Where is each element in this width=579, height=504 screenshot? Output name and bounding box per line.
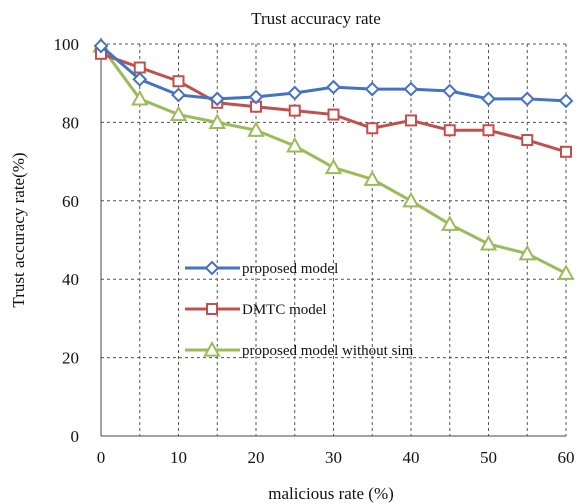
chart-title: Trust accuracy rate bbox=[251, 9, 381, 28]
legend-item: proposed model bbox=[185, 260, 338, 277]
data-point-square bbox=[560, 145, 572, 158]
data-point-square bbox=[482, 124, 495, 137]
x-tick-label: 60 bbox=[558, 448, 575, 467]
data-point-diamond bbox=[209, 91, 225, 107]
y-tick-label: 0 bbox=[71, 427, 80, 446]
data-point-diamond bbox=[442, 83, 458, 99]
series-lines bbox=[92, 36, 575, 280]
data-point-diamond bbox=[481, 91, 496, 107]
data-point-triangle bbox=[518, 244, 536, 261]
data-point-square bbox=[443, 124, 456, 137]
data-point-square bbox=[327, 108, 340, 121]
data-point-triangle bbox=[131, 89, 149, 106]
data-point-triangle bbox=[557, 264, 575, 280]
legend-label: proposed model bbox=[242, 261, 338, 277]
legend: proposed model DMTC model proposed model w… bbox=[185, 260, 414, 359]
legend-item: DMTC model bbox=[185, 302, 327, 318]
x-tick-label: 0 bbox=[97, 448, 106, 467]
data-point-triangle bbox=[208, 113, 226, 129]
legend-label: DMTC model bbox=[242, 302, 327, 318]
x-axis-title: malicious rate (%) bbox=[268, 484, 394, 503]
x-tick-label: 30 bbox=[325, 448, 342, 467]
data-point-diamond bbox=[248, 89, 264, 105]
y-tick-label: 100 bbox=[54, 35, 80, 54]
series-dmtc-model bbox=[95, 47, 572, 158]
data-point-diamond bbox=[93, 38, 109, 54]
x-tick-label: 10 bbox=[170, 448, 187, 467]
data-point-triangle bbox=[169, 105, 188, 122]
y-tick-label: 80 bbox=[62, 113, 79, 132]
series-proposed-model bbox=[93, 38, 574, 109]
data-point-diamond bbox=[364, 81, 380, 97]
data-point-triangle bbox=[286, 136, 304, 153]
data-point-diamond bbox=[326, 79, 341, 95]
y-tick-label: 20 bbox=[62, 349, 79, 368]
legend-item: proposed model without sim bbox=[185, 340, 414, 359]
axes bbox=[100, 44, 566, 437]
data-point-square bbox=[288, 104, 301, 117]
data-point-diamond bbox=[287, 85, 303, 101]
data-point-triangle bbox=[441, 215, 459, 231]
data-point-square bbox=[206, 303, 218, 315]
data-point-triangle bbox=[324, 158, 343, 175]
data-point-square bbox=[133, 61, 146, 74]
data-point-triangle bbox=[402, 191, 420, 208]
data-point-triangle bbox=[479, 234, 498, 251]
x-tick-label: 40 bbox=[403, 448, 420, 467]
data-point-diamond bbox=[204, 260, 220, 276]
x-tick-label: 20 bbox=[248, 448, 265, 467]
data-point-triangle bbox=[203, 340, 221, 357]
data-point-triangle bbox=[363, 170, 381, 186]
data-point-square bbox=[172, 75, 185, 88]
data-point-diamond bbox=[558, 93, 574, 109]
data-point-square bbox=[366, 122, 379, 135]
data-point-square bbox=[521, 134, 534, 147]
series-proposed-model-without-sim bbox=[92, 36, 575, 280]
grid-lines bbox=[101, 43, 567, 436]
data-point-diamond bbox=[132, 71, 148, 87]
data-point-diamond bbox=[171, 87, 186, 103]
legend-label: proposed model without sim bbox=[242, 343, 414, 359]
y-tick-label: 60 bbox=[62, 192, 79, 211]
y-tick-label: 40 bbox=[62, 270, 79, 289]
x-tick-label: 50 bbox=[480, 448, 497, 467]
data-point-square bbox=[405, 114, 417, 127]
data-point-triangle bbox=[247, 121, 265, 137]
data-point-diamond bbox=[519, 91, 535, 107]
data-point-diamond bbox=[403, 81, 419, 97]
y-axis-title: Trust accuracy rate(%) bbox=[9, 152, 28, 307]
tick-labels: 0 10 20 30 40 50 60 0 20 40 60 80 100 bbox=[54, 35, 575, 467]
